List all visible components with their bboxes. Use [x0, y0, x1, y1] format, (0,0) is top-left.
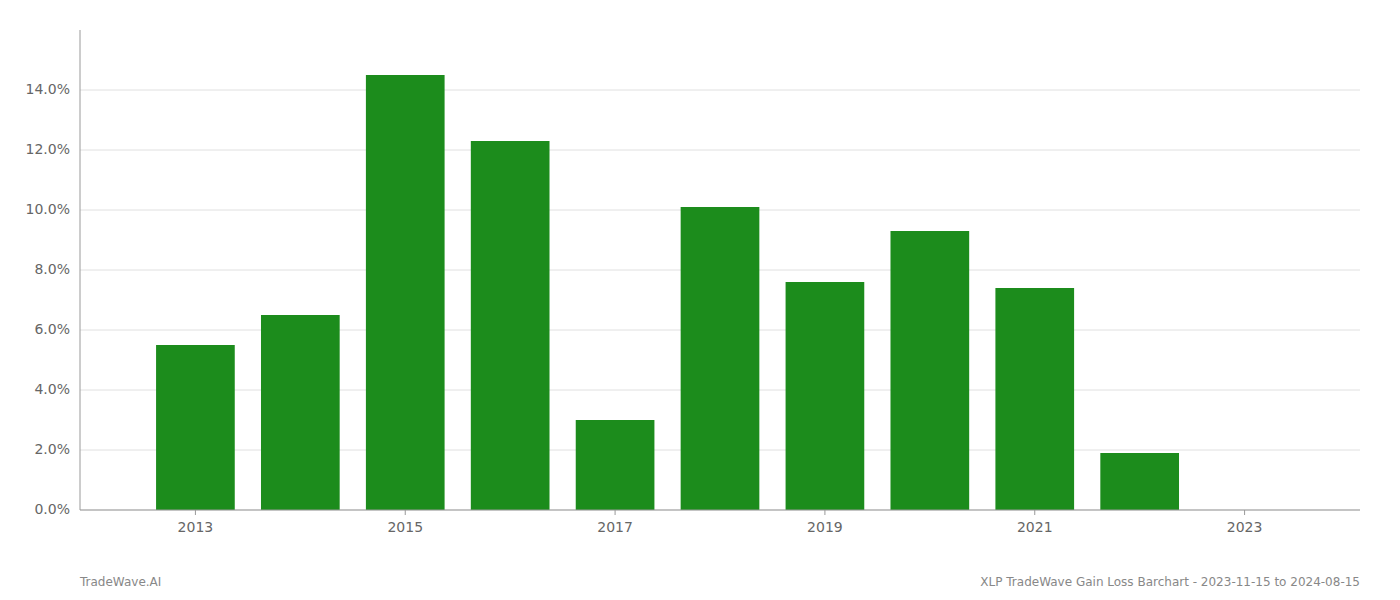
- x-tick-label: 2021: [1017, 519, 1053, 535]
- bars: [156, 75, 1179, 510]
- bar: [995, 288, 1074, 510]
- y-axis-line: [80, 30, 81, 510]
- x-tick: [1244, 510, 1245, 515]
- y-tick-label: 4.0%: [34, 381, 70, 397]
- x-tick: [195, 510, 196, 515]
- grid-line: [80, 150, 1360, 151]
- grid-line: [80, 510, 1360, 511]
- footer-right: XLP TradeWave Gain Loss Barchart - 2023-…: [980, 575, 1360, 589]
- bar: [156, 345, 235, 510]
- bar: [261, 315, 340, 510]
- footer-left: TradeWave.AI: [79, 575, 161, 589]
- y-tick-label: 8.0%: [34, 261, 70, 277]
- chart-container: 0.0%2.0%4.0%6.0%8.0%10.0%12.0%14.0%20132…: [0, 0, 1400, 600]
- x-tick: [1034, 510, 1035, 515]
- x-tick: [615, 510, 616, 515]
- background: [0, 0, 1400, 600]
- y-tick-label: 0.0%: [34, 501, 70, 517]
- x-tick-label: 2015: [387, 519, 423, 535]
- bar: [890, 231, 969, 510]
- x-tick-label: 2013: [178, 519, 214, 535]
- axes: [80, 30, 1360, 510]
- y-tick-label: 2.0%: [34, 441, 70, 457]
- y-tick-label: 14.0%: [26, 81, 70, 97]
- bar: [1100, 453, 1179, 510]
- bar: [786, 282, 865, 510]
- x-axis-line: [80, 510, 1360, 511]
- x-tick-label: 2019: [807, 519, 843, 535]
- grid: [80, 90, 1360, 510]
- y-tick-label: 12.0%: [26, 141, 70, 157]
- grid-line: [80, 90, 1360, 91]
- y-tick-label: 6.0%: [34, 321, 70, 337]
- x-tick-label: 2023: [1227, 519, 1263, 535]
- x-tick: [405, 510, 406, 515]
- y-tick-label: 10.0%: [26, 201, 70, 217]
- bar: [576, 420, 655, 510]
- bar: [681, 207, 760, 510]
- bar: [366, 75, 445, 510]
- x-tick: [824, 510, 825, 515]
- y-tick-labels: 0.0% 2.0% 4.0% 6.0% 8.0% 10.0% 12.0% 14.0%: [26, 81, 70, 517]
- chart-svg: 0.0%2.0%4.0%6.0%8.0%10.0%12.0%14.0%20132…: [0, 0, 1400, 600]
- x-ticks: 2013 2015 2017 2019 2021 2023: [178, 510, 1263, 535]
- bar: [471, 141, 550, 510]
- x-tick-label: 2017: [597, 519, 633, 535]
